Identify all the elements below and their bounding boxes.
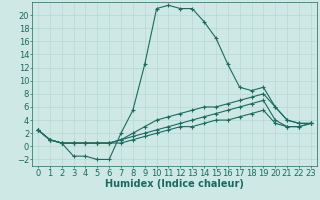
X-axis label: Humidex (Indice chaleur): Humidex (Indice chaleur) — [105, 179, 244, 189]
